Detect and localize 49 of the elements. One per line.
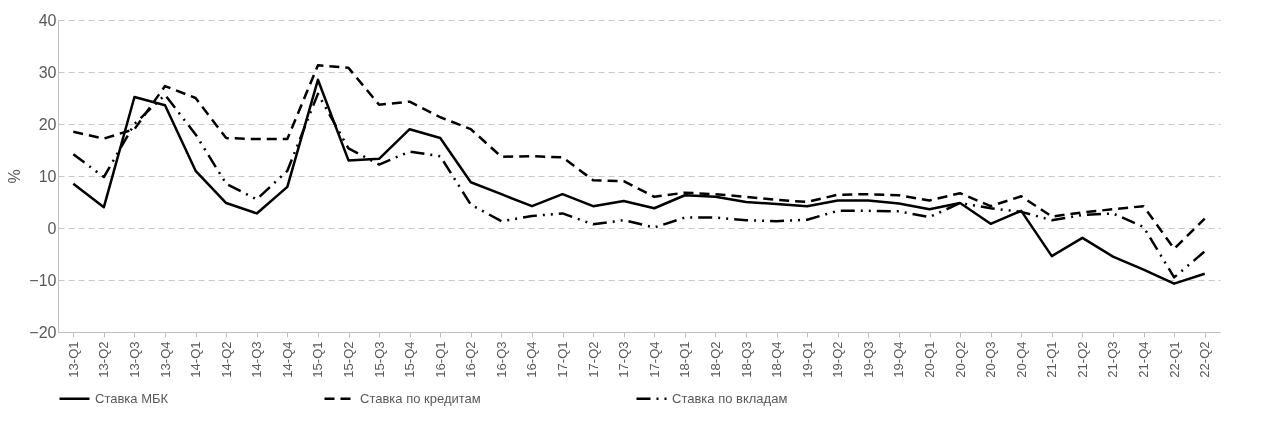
x-tick-label: 13-Q1 xyxy=(65,341,81,378)
x-tick-label: 21-Q4 xyxy=(1136,341,1152,378)
x-tick-label: 21-Q2 xyxy=(1074,341,1090,378)
x-tick-label: 20-Q2 xyxy=(952,341,968,378)
x-tick-label: 19-Q3 xyxy=(860,341,876,378)
x-tick-label: 15-Q4 xyxy=(402,341,418,378)
x-tick-label: 15-Q2 xyxy=(341,341,356,378)
x-tick-label: 17-Q3 xyxy=(616,341,632,378)
x-tick-label: 17-Q2 xyxy=(585,341,601,378)
x-tick-label: 19-Q4 xyxy=(891,341,907,378)
x-tick-label: 21-Q3 xyxy=(1105,341,1121,378)
x-tick-label: 17-Q4 xyxy=(646,341,662,378)
x-tick-label: 14-Q3 xyxy=(249,341,265,378)
y-tick-label: 0 xyxy=(47,219,57,237)
y-tick-label: 30 xyxy=(38,63,57,81)
x-tick-label: 14-Q1 xyxy=(188,341,204,378)
x-tick-label: 14-Q4 xyxy=(279,341,295,378)
x-tick-label: 17-Q1 xyxy=(555,341,571,378)
x-tick-label: 15-Q1 xyxy=(310,341,326,378)
x-tick-label: 18-Q3 xyxy=(738,341,754,378)
x-tick-label: 19-Q2 xyxy=(830,341,846,378)
x-tick-label: 16-Q2 xyxy=(463,341,479,378)
x-tick-label: 22-Q1 xyxy=(1166,341,1182,378)
y-tick-label: 40 xyxy=(38,11,57,29)
x-tick-label: 20-Q4 xyxy=(1013,341,1029,378)
x-tick-label: 14-Q2 xyxy=(218,341,234,378)
x-tick-label: 21-Q1 xyxy=(1044,341,1060,378)
x-tick-label: 13-Q2 xyxy=(96,341,112,378)
y-tick-label: −20 xyxy=(29,323,57,341)
legend-label: Ставка по кредитам xyxy=(360,390,481,406)
x-tick-label: 18-Q4 xyxy=(769,341,785,378)
x-tick-label: 16-Q3 xyxy=(493,341,509,378)
y-axis-title: % xyxy=(6,169,24,184)
x-tick-label: 13-Q3 xyxy=(126,341,142,378)
legend-label: Ставка МБК xyxy=(95,390,169,406)
y-tick-label: 20 xyxy=(38,115,57,133)
x-tick-label: 18-Q2 xyxy=(707,341,723,378)
y-tick-label: −10 xyxy=(29,271,57,289)
x-tick-label: 15-Q3 xyxy=(371,341,387,378)
x-tick-label: 18-Q1 xyxy=(677,341,693,378)
x-tick-label: 13-Q4 xyxy=(157,341,173,378)
legend-label: Ставка по вкладам xyxy=(672,390,788,406)
x-tick-label: 16-Q4 xyxy=(524,341,540,378)
x-tick-label: 20-Q3 xyxy=(983,341,999,378)
x-tick-label: 22-Q2 xyxy=(1197,341,1213,378)
x-tick-label: 19-Q1 xyxy=(799,341,815,378)
x-tick-label: 20-Q1 xyxy=(922,341,937,378)
y-tick-label: 10 xyxy=(38,167,57,185)
x-tick-label: 16-Q1 xyxy=(432,341,448,378)
